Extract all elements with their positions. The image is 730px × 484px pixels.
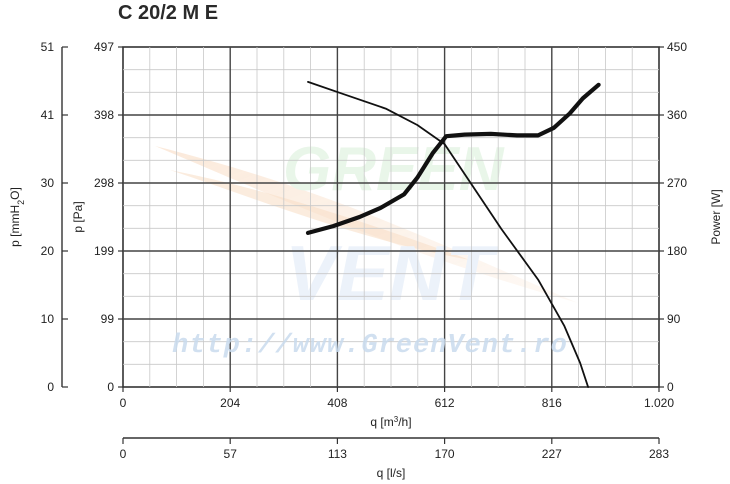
x-secondary-tick-label: 283 xyxy=(649,447,669,461)
y-inner-tick-label: 0 xyxy=(107,380,114,394)
pressure-curve xyxy=(307,81,589,388)
x-secondary-tick-label: 57 xyxy=(224,447,238,461)
y-right-tick-label: 270 xyxy=(667,176,687,190)
axes: 0 10 20 30 41 51 0 99 199 298 398 497 0 90 180 270 360 45… xyxy=(41,40,688,461)
y-right-axis-label: Power [W] xyxy=(709,189,723,244)
x-primary-tick-label: 0 xyxy=(120,396,127,410)
y-outer-tick-label: 20 xyxy=(41,244,55,258)
y-inner-tick-label: 199 xyxy=(94,244,114,258)
x-secondary-tick-label: 113 xyxy=(328,447,347,461)
x-primary-tick-label: 1.020 xyxy=(644,396,674,410)
x-primary-tick-label: 816 xyxy=(542,396,562,410)
y-inner-tick-label: 497 xyxy=(94,40,114,54)
y-inner-tick-label: 298 xyxy=(94,176,114,190)
y-outer-tick-label: 41 xyxy=(41,108,55,122)
x-primary-axis-label: q [m3/h] xyxy=(370,415,411,430)
series-group xyxy=(305,81,601,388)
y-right-tick-label: 90 xyxy=(667,312,681,326)
chart-title: C 20/2 M E xyxy=(118,2,219,24)
y-outer-axis-label: p [mmH2O] xyxy=(8,187,26,247)
y-outer-tick-label: 10 xyxy=(41,312,55,326)
watermark-green-text: GREEN xyxy=(283,135,505,204)
x-secondary-tick-label: 170 xyxy=(435,447,455,461)
y-inner-tick-label: 99 xyxy=(101,312,115,326)
y-inner-axis-label: p [Pa] xyxy=(71,201,85,232)
y-right-tick-label: 0 xyxy=(667,380,674,394)
watermark-url: http://www.GreenVent.ro xyxy=(172,331,568,361)
x-secondary-axis-label: q [l/s] xyxy=(377,466,406,480)
x-primary-tick-label: 204 xyxy=(220,396,240,410)
x-secondary-tick-label: 227 xyxy=(542,447,562,461)
y-outer-tick-label: 30 xyxy=(41,176,55,190)
y-outer-tick-label: 51 xyxy=(41,40,55,54)
x-primary-tick-label: 612 xyxy=(435,396,455,410)
power-curve xyxy=(305,82,601,235)
y-right-tick-label: 360 xyxy=(667,108,687,122)
watermark-vent-text: VENT xyxy=(285,229,499,317)
watermark-logo: GREEN VENT xyxy=(155,135,578,317)
y-right-tick-label: 450 xyxy=(667,40,687,54)
y-outer-tick-label: 0 xyxy=(47,380,54,394)
y-right-tick-label: 180 xyxy=(667,244,687,258)
x-primary-tick-label: 408 xyxy=(327,396,347,410)
y-inner-tick-label: 398 xyxy=(94,108,114,122)
x-secondary-tick-label: 0 xyxy=(120,447,127,461)
